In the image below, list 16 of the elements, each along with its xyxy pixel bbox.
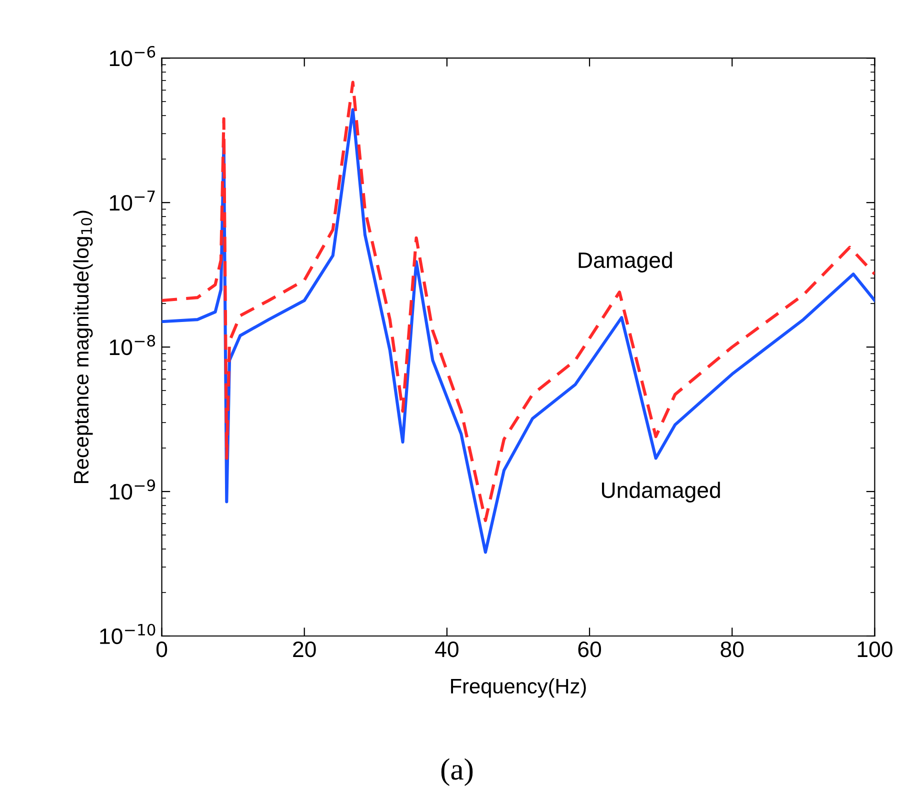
x-tick-label: 60 [578,641,602,658]
y-tick-label: 10$^{−8}$ [110,334,156,356]
y-tick-label: 10$^{−9}$ [110,479,156,500]
x-tick-label: 0 [156,641,168,658]
x-tick-label: 100 [858,641,892,658]
annotation: Damaged [578,252,672,272]
y-tick-label: 10$^{−10}$ [100,624,156,644]
y-axis-title: Receptance magnitude(log$_{10}$) [73,210,93,484]
x-axis-title: Frequency(Hz) [451,678,586,698]
annotation: Undamaged [602,482,720,502]
text: (a) [441,758,473,786]
x-tick-label: 20 [293,641,316,658]
y-tick-label: 10$^{−7}$ [110,190,155,211]
x-tick-label: 40 [435,641,458,658]
x-tick-label: 80 [720,641,744,658]
y-tick-label: 10$^{−6}$ [110,46,156,66]
